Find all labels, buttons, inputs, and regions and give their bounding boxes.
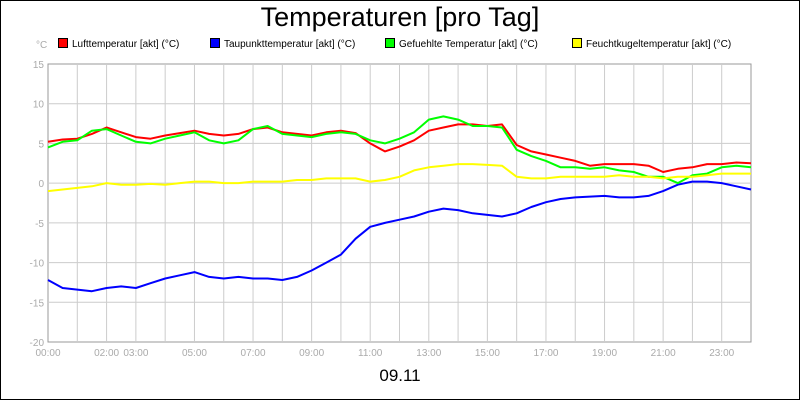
series-line-lufttemperatur	[47, 123, 752, 173]
legend-item-feuchtkugeltemperatur: Feuchtkugeltemperatur [akt] (°C)	[572, 38, 731, 50]
y-tick-label: -5	[35, 219, 44, 230]
y-tick-label: -10	[30, 259, 45, 270]
legend-item-taupunkttemperatur: Taupunkttemperatur [akt] (°C)	[210, 38, 355, 50]
x-tick-label: 11:00	[358, 348, 383, 359]
x-tick-label: 05:00	[182, 348, 207, 359]
x-tick-label: 15:00	[475, 348, 500, 359]
legend-label: Gefuehlte Temperatur [akt] (°C)	[399, 39, 538, 50]
x-tick-label: 07:00	[241, 348, 266, 359]
y-tick-label: -20	[30, 338, 45, 349]
x-axis-caption: 09.11	[379, 366, 421, 385]
legend-swatch-green	[385, 38, 395, 48]
legend-item-gefuehlte-temperatur: Gefuehlte Temperatur [akt] (°C)	[385, 38, 538, 50]
series-line-feuchtkugeltemperatur	[47, 163, 751, 193]
y-tick-label: 10	[33, 100, 45, 111]
x-tick-label: 03:00	[123, 348, 148, 359]
legend-swatch-red	[58, 38, 68, 48]
y-tick-label: 0	[38, 179, 44, 190]
y-tick-label: 5	[38, 139, 44, 150]
y-unit-label: °C	[36, 40, 48, 51]
grid	[48, 64, 751, 342]
legend-item-lufttemperatur: Lufttemperatur [akt] (°C)	[58, 38, 179, 50]
legend-label: Taupunkttemperatur [akt] (°C)	[224, 39, 356, 50]
legend-swatch-blue	[210, 38, 220, 48]
x-tick-label: 00:00	[35, 348, 60, 359]
chart-title: Temperaturen [pro Tag]	[260, 2, 540, 32]
x-tick-label: 23:00	[709, 348, 734, 359]
x-tick-label: 21:00	[651, 348, 676, 359]
x-tick-label: 17:00	[533, 348, 558, 359]
x-tick-label: 09:00	[299, 348, 324, 359]
legend-label: Feuchtkugeltemperatur [akt] (°C)	[586, 39, 732, 50]
series-line-taupunkttemperatur	[47, 180, 752, 293]
series-line-gefuehlte-temperatur	[47, 115, 752, 185]
legend-swatch-yellow	[572, 38, 582, 48]
x-tick-label: 13:00	[416, 348, 441, 359]
legend-label: Lufttemperatur [akt] (°C)	[72, 39, 180, 50]
y-tick-label: 15	[33, 60, 45, 71]
x-tick-label: 02:00	[94, 348, 119, 359]
y-tick-label: -15	[30, 298, 45, 309]
x-tick-label: 19:00	[592, 348, 617, 359]
series-lines	[47, 115, 752, 293]
